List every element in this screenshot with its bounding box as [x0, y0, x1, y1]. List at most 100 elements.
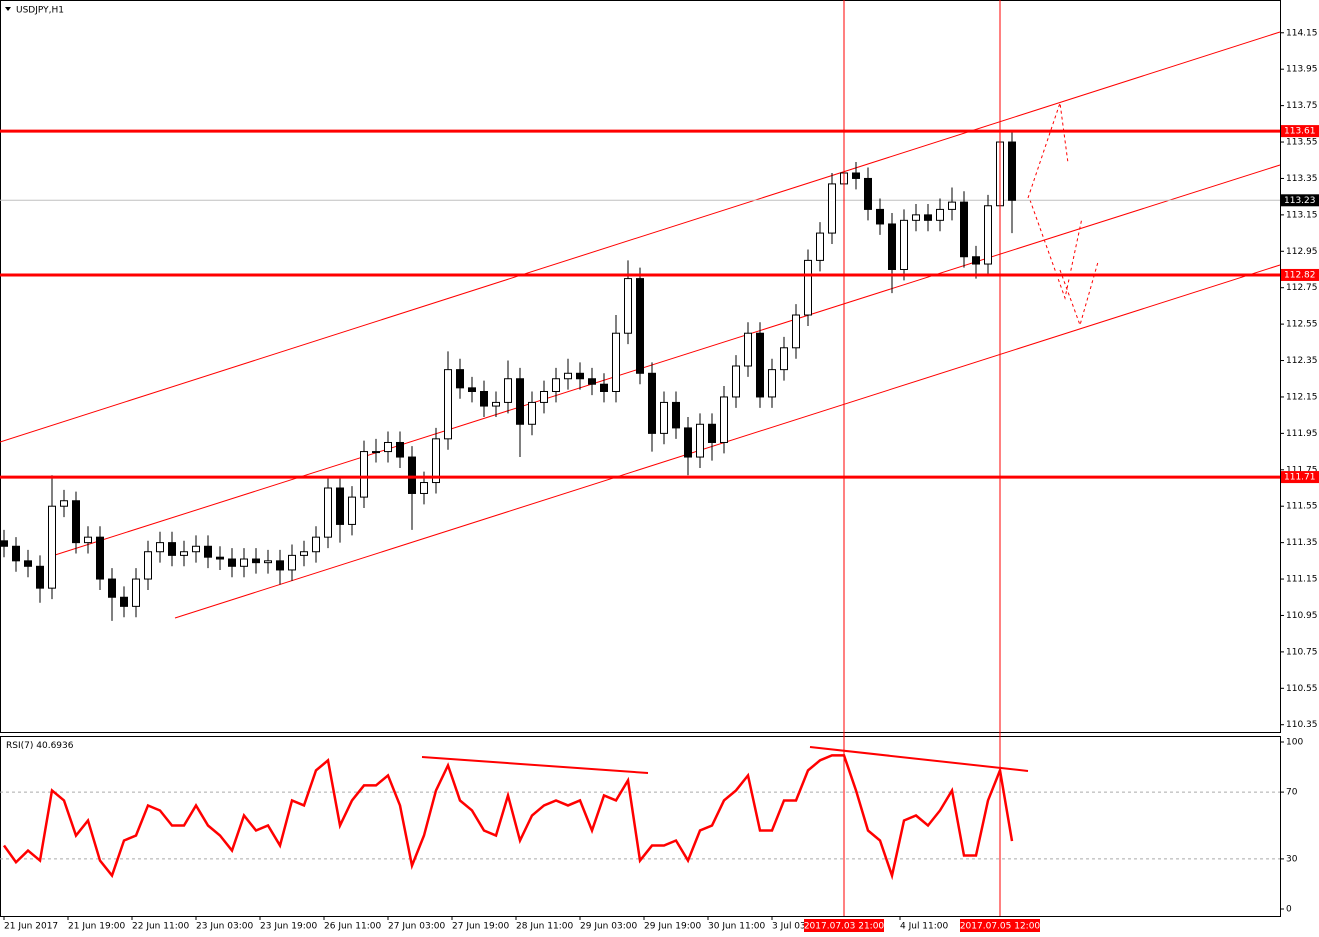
projection	[1027, 102, 1099, 327]
candle-body	[924, 214, 932, 221]
candle-body	[108, 578, 116, 598]
divergence-2	[809, 746, 1029, 772]
candle-body	[348, 496, 356, 525]
candle-body	[312, 536, 320, 553]
candle-body	[528, 401, 536, 425]
y-tick-label: 112.35	[1286, 356, 1318, 366]
candle-body	[780, 347, 788, 371]
y-tick-label: 110.95	[1286, 611, 1318, 621]
candle-body	[228, 558, 236, 567]
candle-body	[384, 441, 392, 453]
rsi-header: RSI(7) 40.6936	[6, 741, 74, 751]
x-tick-label: 23 Jun 19:00	[260, 922, 317, 932]
rsi-divergence	[421, 746, 1029, 774]
candle-body	[804, 259, 812, 316]
candle-body	[684, 427, 692, 458]
level-box	[1281, 471, 1319, 484]
candle-body	[732, 365, 740, 398]
candle-body	[972, 256, 980, 265]
candle-body	[900, 219, 908, 270]
candle-body	[36, 565, 44, 589]
level-label: 112.82	[1284, 270, 1316, 280]
y-tick-label: 112.95	[1286, 247, 1318, 257]
chart-title: USDJPY,H1	[16, 6, 64, 16]
candle-body	[552, 378, 560, 392]
candle-body	[504, 378, 512, 403]
x-tick-label: 29 Jun 03:00	[580, 922, 637, 932]
candle-body	[216, 556, 224, 560]
candle-body	[708, 423, 716, 443]
y-tick-label: 110.75	[1286, 647, 1318, 657]
level-label: 113.61	[1284, 127, 1316, 137]
rsi-tick-label: 70	[1286, 788, 1298, 798]
rsi-name: RSI(7)	[6, 741, 33, 751]
candle-body	[324, 487, 332, 538]
channel-middle	[54, 164, 1281, 556]
y-tick-label: 113.55	[1286, 138, 1318, 148]
level-label: 111.71	[1284, 473, 1316, 483]
x-tick-label: 3 Jul 03:00	[772, 922, 821, 932]
y-tick-label: 113.95	[1286, 65, 1318, 75]
y-tick-label: 112.15	[1286, 392, 1318, 402]
rsi-tick-label: 0	[1286, 904, 1292, 914]
candle-body	[1008, 141, 1016, 201]
y-tick-label: 111.35	[1286, 538, 1318, 548]
candle-body	[852, 172, 860, 179]
candle-body	[660, 401, 668, 434]
candle-body	[564, 372, 572, 380]
projection-down-2	[1059, 261, 1099, 327]
candle-body	[492, 401, 500, 407]
y-tick-label: 112.55	[1286, 320, 1318, 330]
x-tick-label: 23 Jun 03:00	[196, 922, 253, 932]
x-tick-label: 26 Jun 11:00	[324, 922, 381, 932]
candle-body	[48, 505, 56, 589]
candle-body	[576, 372, 584, 380]
candle-body	[768, 369, 776, 398]
candles	[0, 123, 1016, 621]
candle-body	[696, 423, 704, 458]
x-tick-label: 21 Jun 19:00	[68, 922, 125, 932]
candle-body	[744, 332, 752, 367]
candle-body	[204, 545, 212, 558]
candle-body	[624, 278, 632, 334]
candle-body	[828, 183, 836, 234]
candle-body	[240, 558, 248, 567]
candle-body	[288, 554, 296, 571]
candle-body	[816, 232, 824, 261]
rsi-tick-label: 30	[1286, 854, 1298, 864]
candle-body	[276, 560, 284, 571]
x-tick-label: 29 Jun 19:00	[644, 922, 701, 932]
candle-body	[180, 551, 188, 556]
current-price-box	[1281, 194, 1319, 207]
x-tick-label: 30 Jun 11:00	[708, 922, 765, 932]
marker-box	[960, 919, 1040, 932]
x-tick-label: 27 Jun 03:00	[388, 922, 445, 932]
candle-body	[396, 441, 404, 458]
y-tick-label: 112.75	[1286, 283, 1318, 293]
candle-body	[948, 201, 956, 210]
candle-body	[144, 551, 152, 580]
candle-body	[600, 383, 608, 392]
x-tick-label: 21 Jun 2017	[4, 922, 58, 932]
candle-body	[120, 596, 128, 607]
candle-body	[372, 451, 380, 454]
candle-body	[432, 438, 440, 484]
candle-body	[612, 332, 620, 392]
rsi-value: 40.6936	[36, 741, 73, 751]
y-tick-label: 113.35	[1286, 174, 1318, 184]
candle-body	[156, 542, 164, 553]
candle-body	[588, 378, 596, 385]
y-tick-label: 110.55	[1286, 684, 1318, 694]
candle-body	[444, 369, 452, 440]
candle-body	[912, 214, 920, 221]
candle-body	[408, 456, 416, 494]
candle-body	[540, 390, 548, 403]
candle-body	[720, 396, 728, 443]
candle-body	[264, 560, 272, 564]
y-tick-label: 111.95	[1286, 429, 1318, 439]
candle-body	[936, 208, 944, 221]
rsi-tick-label: 100	[1286, 738, 1303, 748]
menu-arrow[interactable]	[5, 7, 11, 11]
candle-body	[456, 369, 464, 389]
x-tick-label: 27 Jun 19:00	[452, 922, 509, 932]
